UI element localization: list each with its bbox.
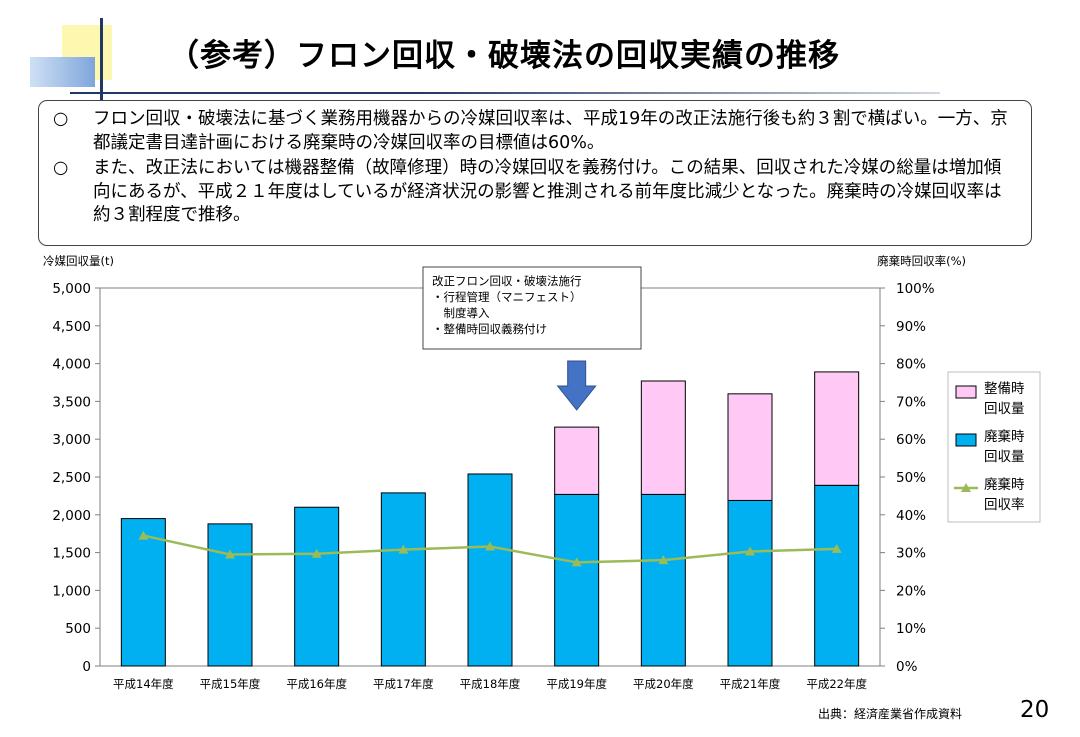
y2-tick-label: 70% <box>896 394 926 410</box>
bar-maintenance <box>554 426 600 495</box>
rate-point <box>398 544 409 554</box>
bullet-mark-1: ○ <box>53 109 69 129</box>
legend-label: 回収量 <box>984 401 1025 417</box>
y2-tick-label: 80% <box>896 357 926 373</box>
y-tick-label: 0 <box>82 659 91 675</box>
source-note: 出典：経済産業省作成資料 <box>818 707 963 721</box>
annotation-line: 改正フロン回収・破壊法施行 <box>432 274 582 288</box>
bar-disposal <box>640 493 686 667</box>
rate-point <box>485 541 495 551</box>
y-tick-label: 2,000 <box>52 508 91 524</box>
page-number: 20 <box>1020 697 1050 723</box>
bar-disposal <box>554 493 600 667</box>
bar-maintenance <box>814 371 860 486</box>
bar-disposal <box>294 506 340 667</box>
y2-tick-label: 10% <box>896 621 926 637</box>
bar-disposal <box>727 499 773 667</box>
bullet-mark-2: ○ <box>53 158 69 178</box>
x-tick-label: 平成19年度 <box>546 677 607 691</box>
rate-point <box>225 549 235 559</box>
summary-bullet-1: ○ フロン回収・破壊法に基づく業務用機器からの冷媒回収率は、平成19年の改正法施… <box>51 108 1011 155</box>
x-tick-label: 平成20年度 <box>633 677 694 691</box>
rate-point <box>745 546 755 556</box>
bullet-text-1: フロン回収・破壊法に基づく業務用機器からの冷媒回収率は、平成19年の改正法施行後… <box>93 109 1008 153</box>
x-tick-label: 平成16年度 <box>286 677 347 691</box>
annotation-line: ・行程管理（マニフェスト） <box>432 290 582 304</box>
rate-point <box>311 548 322 558</box>
bar-disposal <box>380 492 426 667</box>
title-underline <box>70 92 940 94</box>
legend-swatch <box>955 385 977 399</box>
bar-disposal <box>814 484 860 667</box>
rate-point <box>658 555 669 565</box>
annotation-line: 制度導入 <box>432 306 490 320</box>
legend-label: 回収量 <box>984 449 1025 465</box>
annotation-box <box>422 266 642 350</box>
slide-title: （参考）フロン回収・破壊法の回収実績の推移 <box>168 38 840 74</box>
bar-maintenance <box>640 380 686 495</box>
rate-point <box>571 557 582 567</box>
annotation-line: ・整備時回収義務付け <box>432 322 547 336</box>
bar-disposal <box>120 518 166 667</box>
bar-disposal <box>467 473 513 667</box>
x-tick-label: 平成22年度 <box>806 677 867 691</box>
legend-swatch <box>955 433 977 447</box>
y2-tick-label: 30% <box>896 546 926 562</box>
refrigerant-recovery-chart: 冷媒回収量(t) 廃棄時回収率(%) 0 500 1,000 1,500 2,000 2,50… <box>43 254 1041 691</box>
summary-bullet-2: ○ また、改正法においては機器整備（故障修理）時の冷媒回収を義務付け。この結果、… <box>51 157 1011 228</box>
y-tick-label: 4,000 <box>52 357 91 373</box>
rate-point <box>138 530 149 540</box>
summary-box: ○ フロン回収・破壊法に基づく業務用機器からの冷媒回収率は、平成19年の改正法施… <box>38 100 1032 246</box>
y2-tick-label: 60% <box>896 432 926 448</box>
x-tick-label: 平成18年度 <box>460 677 521 691</box>
x-tick-label: 平成17年度 <box>373 677 434 691</box>
y-axis-title: 冷媒回収量(t) <box>43 254 114 268</box>
rate-point <box>831 543 842 553</box>
y-tick-label: 3,000 <box>52 432 91 448</box>
y-tick-label: 1,000 <box>52 583 91 599</box>
y-tick-label: 500 <box>65 621 91 637</box>
x-tick-label: 平成14年度 <box>113 677 174 691</box>
legend-label: 廃棄時 <box>984 428 1025 445</box>
y-tick-label: 2,500 <box>52 470 91 486</box>
y2-tick-label: 100% <box>896 281 935 297</box>
y2-tick-label: 20% <box>896 583 926 599</box>
legend-label: 整備時 <box>984 381 1025 397</box>
decor-blue-block <box>30 57 95 87</box>
y2-tick-label: 40% <box>896 508 926 524</box>
y-tick-label: 3,500 <box>52 394 91 410</box>
arrow-down-icon <box>556 360 597 411</box>
x-tick-label: 平成15年度 <box>200 677 261 691</box>
x-tick-label: 平成21年度 <box>720 677 781 691</box>
legend-label: 回収率 <box>984 496 1025 513</box>
y2-tick-label: 90% <box>896 319 926 335</box>
y-tick-label: 1,500 <box>52 546 91 562</box>
legend-swatch-marker <box>961 483 971 492</box>
y2-tick-label: 50% <box>896 470 926 486</box>
bullet-text-2: また、改正法においては機器整備（故障修理）時の冷媒回収を義務付け。この結果、回収… <box>93 158 1002 225</box>
bar-maintenance <box>727 393 773 501</box>
y-tick-label: 4,500 <box>52 319 91 335</box>
y2-axis-title: 廃棄時回収率(%) <box>877 254 966 268</box>
bar-disposal <box>207 523 253 667</box>
y-tick-label: 5,000 <box>52 281 91 297</box>
legend-label: 廃棄時 <box>984 476 1025 493</box>
y2-tick-label: 0% <box>896 659 918 675</box>
decor-vertical-line <box>100 18 103 100</box>
